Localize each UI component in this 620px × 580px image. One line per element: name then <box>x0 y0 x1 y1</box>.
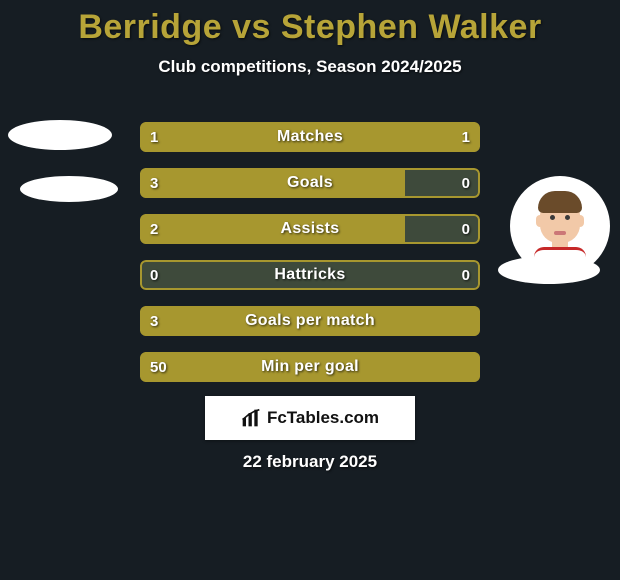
subtitle: Club competitions, Season 2024/2025 <box>0 57 620 77</box>
brand-badge: FcTables.com <box>205 396 415 440</box>
comparison-infographic: Berridge vs Stephen Walker Club competit… <box>0 0 620 580</box>
stat-row: 50Min per goal <box>140 352 480 382</box>
player-right-avatar <box>510 176 610 276</box>
stat-label: Assists <box>140 214 480 244</box>
stat-label: Hattricks <box>140 260 480 290</box>
stat-row: 3Goals per match <box>140 306 480 336</box>
footer-date: 22 february 2025 <box>0 452 620 472</box>
vs-separator: vs <box>232 8 271 46</box>
stat-label: Goals <box>140 168 480 198</box>
face-icon <box>530 191 590 261</box>
stat-label: Goals per match <box>140 306 480 336</box>
stat-row: 11Matches <box>140 122 480 152</box>
stat-row: 30Goals <box>140 168 480 198</box>
chart-icon <box>241 408 261 428</box>
brand-text: FcTables.com <box>267 408 379 428</box>
page-title: Berridge vs Stephen Walker <box>0 0 620 47</box>
player-right-name: Stephen Walker <box>281 8 542 46</box>
stat-label: Min per goal <box>140 352 480 382</box>
stat-label: Matches <box>140 122 480 152</box>
stat-row: 20Assists <box>140 214 480 244</box>
stat-row: 00Hattricks <box>140 260 480 290</box>
stats-bars: 11Matches 30Goals 20Assists 00Hattricks 3Goa… <box>140 122 480 398</box>
player-left-name: Berridge <box>78 8 222 46</box>
